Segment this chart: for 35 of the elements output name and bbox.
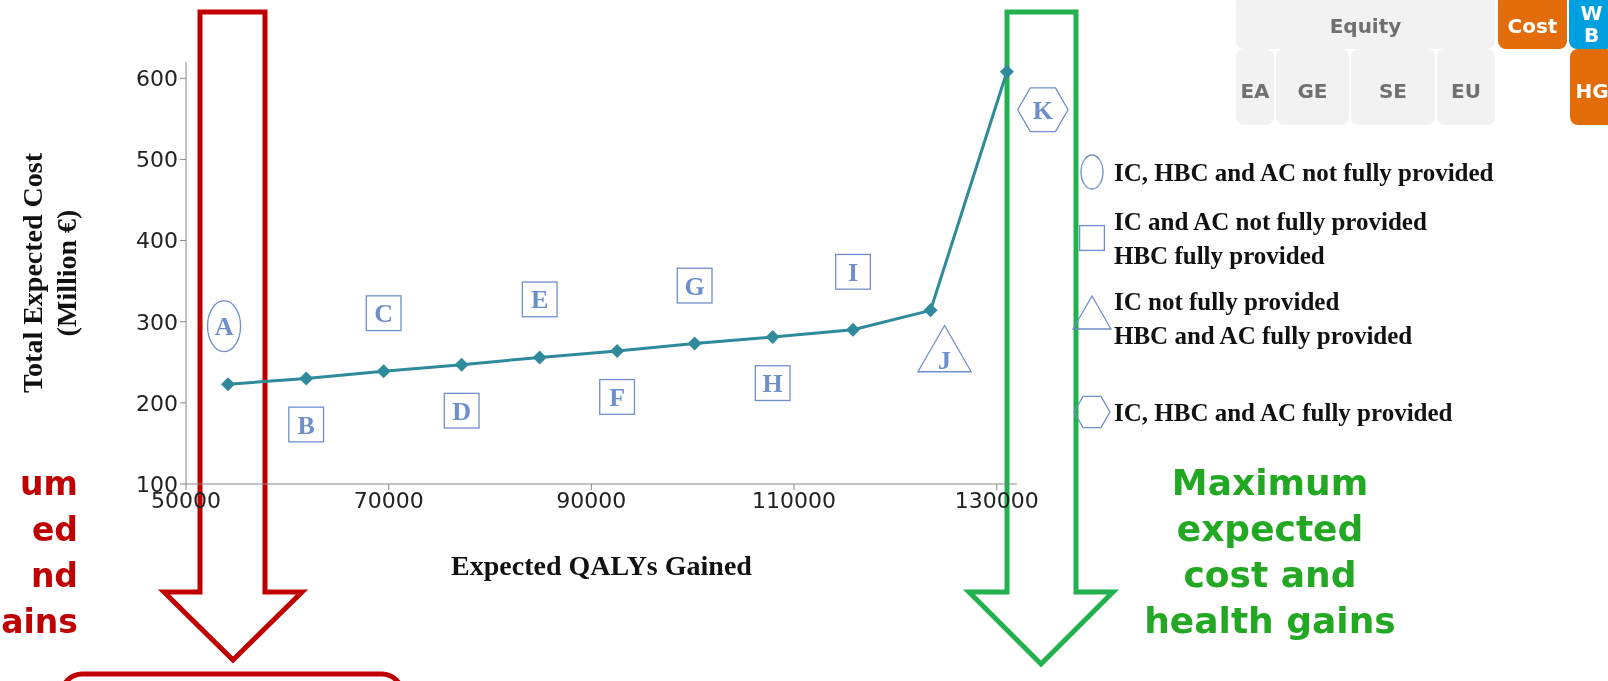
text: GE (1297, 79, 1328, 103)
text: IC, HBC and AC not fully provided (1114, 159, 1494, 186)
y-tick-label: 400 (136, 228, 178, 254)
annotation: G (684, 271, 705, 301)
annotation: E (531, 285, 549, 315)
text: EA (1240, 79, 1271, 103)
x-tick-label: 110000 (752, 487, 837, 513)
annotation: A (214, 312, 234, 342)
x-tick-label: 90000 (556, 487, 627, 513)
text: EU (1451, 79, 1481, 103)
annotation: J (938, 346, 952, 376)
annotation: C (374, 299, 394, 329)
text: IC not fully provided HBC and AC fully provided (1114, 288, 1413, 349)
annotation: F (609, 382, 626, 412)
y-tick-label: 600 (136, 66, 178, 92)
y-tick-label: 200 (136, 390, 178, 416)
text: W B (1580, 1, 1603, 47)
text: IC, HBC and AC fully provided (1114, 399, 1453, 426)
text: SE (1378, 79, 1408, 103)
text: Maximum expected cost and health gains (1144, 462, 1396, 641)
y-axis-title: Total Expected Cost (Million €) (17, 152, 82, 394)
annotation: I (847, 257, 859, 287)
annotation: B (297, 410, 315, 440)
annotation: H (762, 369, 783, 399)
annotation: K (1032, 95, 1054, 125)
text: Equity (1329, 13, 1402, 38)
text: HG (1575, 79, 1608, 103)
x-axis-title: Expected QALYs Gained (451, 550, 753, 581)
text: IC and AC not fully provided HBC fully provided (1114, 208, 1427, 269)
y-tick-label: 300 (136, 309, 178, 335)
text: um ed nd ains (1, 464, 78, 641)
annotation: D (452, 396, 472, 426)
x-tick-label: 70000 (353, 487, 424, 513)
text: Cost (1507, 13, 1558, 38)
y-tick-label: 500 (136, 147, 178, 173)
